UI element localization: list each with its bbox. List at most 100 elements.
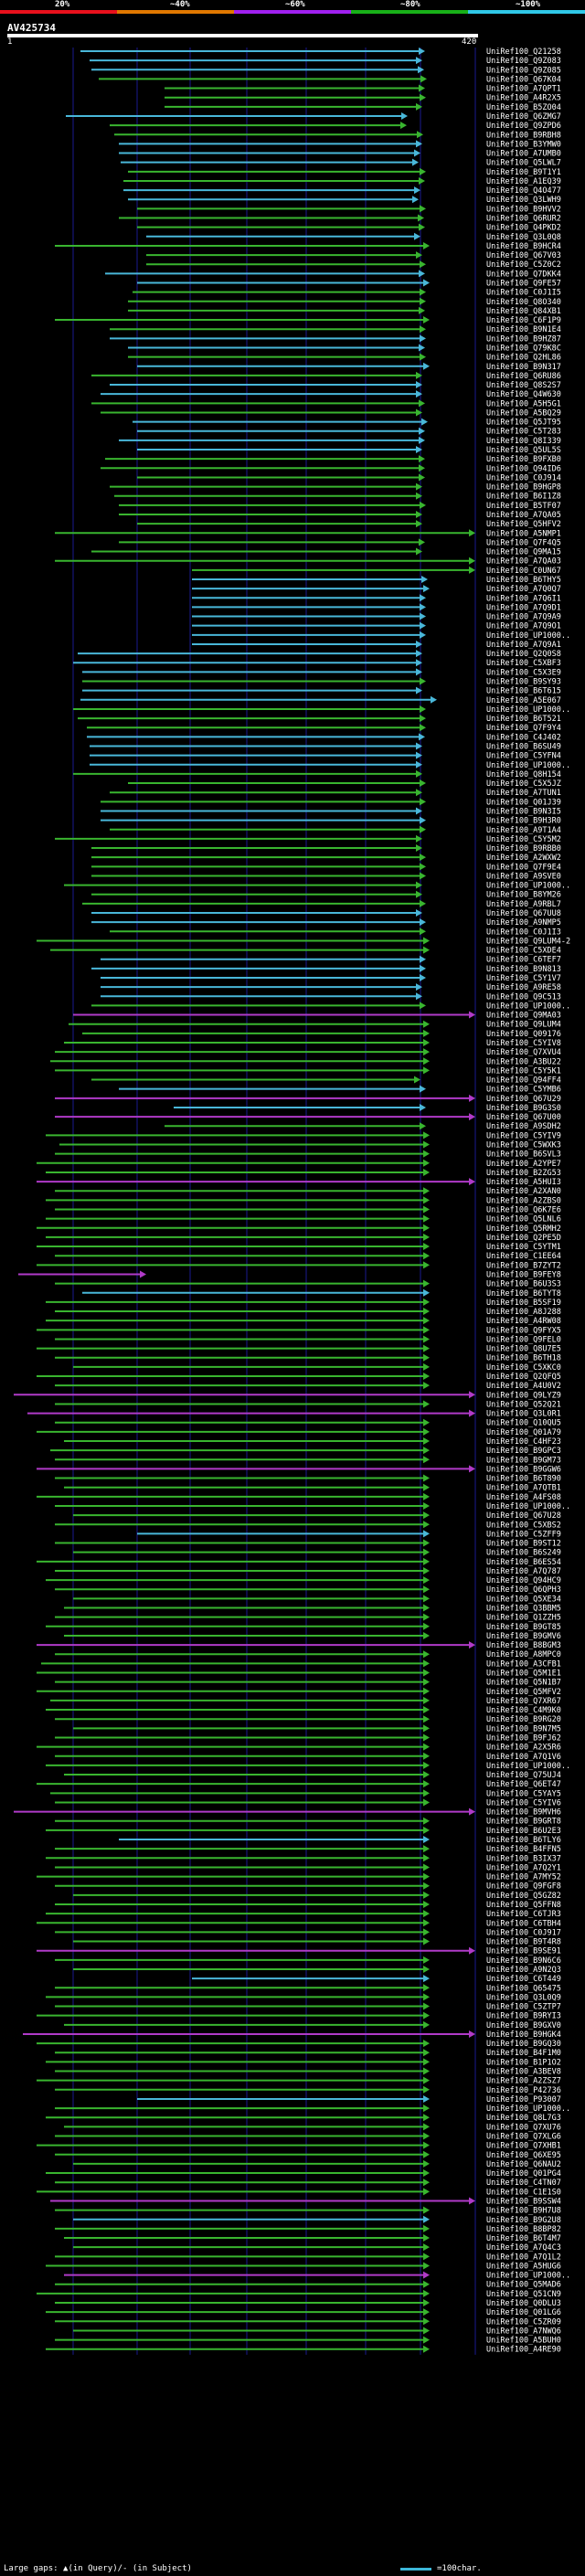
hit-row-230: UniRef100_Q01PG4 xyxy=(46,2169,561,2178)
legend-segment-2 xyxy=(117,10,234,14)
hit-row-64: UniRef100_UP1000.. xyxy=(192,631,570,641)
hit-row-33: UniRef100_Q79K8C xyxy=(128,344,561,353)
hit-arrowhead xyxy=(423,1798,430,1807)
hit-row-201: UniRef100_Q5FFN8 xyxy=(55,1901,561,1910)
hit-arrowhead xyxy=(416,992,422,1001)
hit-arrowhead xyxy=(423,1362,430,1371)
hit-label: UniRef100_Q0DLU3 xyxy=(486,2299,561,2308)
hit-arrowhead xyxy=(423,1733,430,1742)
hit-row-101: UniRef100_C5Y1V7 xyxy=(101,974,561,983)
hit-label: UniRef100_P42736 xyxy=(486,2086,561,2095)
hit-label: UniRef100_A7QPT1 xyxy=(486,85,561,94)
hit-arrowhead xyxy=(469,1807,475,1816)
hit-row-90: UniRef100_A9SVE0 xyxy=(91,872,561,881)
hit-arrowhead xyxy=(420,631,426,639)
hit-label: UniRef100_C6TJR3 xyxy=(486,1910,561,1919)
hit-arrowhead xyxy=(419,464,425,472)
hit-arrowhead xyxy=(469,2197,475,2205)
hit-row-40: UniRef100_A5BQ29 xyxy=(101,408,561,418)
hit-arrowhead xyxy=(423,2262,430,2270)
hit-row-108: UniRef100_C5YIV8 xyxy=(64,1038,561,1048)
hit-label: UniRef100_B5TF07 xyxy=(486,502,561,511)
hit-arrowhead xyxy=(423,1585,430,1594)
hit-label: UniRef100_Q6K7E6 xyxy=(486,1206,561,1215)
hit-row-42: UniRef100_C5T283 xyxy=(137,427,561,437)
hit-label: UniRef100_Q6RUR2 xyxy=(486,215,561,224)
hit-label: UniRef100_Q6ZMG7 xyxy=(486,112,561,122)
hit-row-100: UniRef100_B9N813 xyxy=(91,964,561,974)
hit-row-131: UniRef100_C1EE64 xyxy=(55,1252,561,1261)
hit-label: UniRef100_A7MY52 xyxy=(486,1873,561,1882)
hit-label: UniRef100_B6S249 xyxy=(486,1549,561,1558)
hit-row-239: UniRef100_A7Q1L2 xyxy=(55,2253,561,2262)
hit-label: UniRef100_Q6NAU2 xyxy=(486,2160,561,2169)
hit-label: UniRef100_Q9FGF8 xyxy=(486,1882,561,1892)
hit-row-76: UniRef100_B6SU49 xyxy=(90,742,561,752)
hit-label: UniRef100_Q94HC9 xyxy=(486,1576,561,1585)
hit-row-22: UniRef100_B9HCR4 xyxy=(55,241,561,251)
hit-row-133: UniRef100_B9FEY8 xyxy=(18,1270,561,1279)
hit-label: UniRef100_B6U3S3 xyxy=(486,1280,561,1289)
hit-arrowhead xyxy=(469,1409,475,1417)
hit-arrowhead xyxy=(423,2289,430,2297)
hit-row-50: UniRef100_B5TF07 xyxy=(119,501,561,511)
hit-label: UniRef100_C4M9K0 xyxy=(486,1706,561,1715)
hit-row-157: UniRef100_A4FS08 xyxy=(37,1492,561,1502)
hit-arrowhead xyxy=(420,297,426,305)
hit-row-194: UniRef100_B6TLY6 xyxy=(119,1836,561,1845)
hit-label: UniRef100_A4RE90 xyxy=(486,2346,561,2355)
hit-row-124: UniRef100_A2XAN0 xyxy=(55,1187,561,1196)
hit-label: UniRef100_Q6RU86 xyxy=(486,372,561,381)
hit-label: UniRef100_C5YIV6 xyxy=(486,1798,561,1807)
hit-row-152: UniRef100_B9GPC3 xyxy=(50,1447,561,1456)
hit-arrowhead xyxy=(416,381,422,389)
hit-row-103: UniRef100_Q9C513 xyxy=(101,992,561,1002)
hit-label: UniRef100_B2ZG53 xyxy=(486,1169,561,1178)
hit-row-246: UniRef100_C5ZR09 xyxy=(55,2317,561,2327)
hit-row-66: UniRef100_Q2Q0S8 xyxy=(78,650,561,659)
hit-label: UniRef100_C6TBH4 xyxy=(486,1919,561,1928)
hit-arrowhead xyxy=(423,2094,430,2103)
hit-label: UniRef100_B9FJ62 xyxy=(486,1733,561,1743)
hit-arrowhead xyxy=(423,1650,430,1659)
hit-arrowhead xyxy=(419,270,425,278)
hit-label: UniRef100_Q9LUM4 xyxy=(486,1021,561,1030)
hit-arrowhead xyxy=(423,1373,430,1381)
hit-arrowhead xyxy=(423,1604,430,1612)
hit-label: UniRef100_C5X5JZ xyxy=(486,779,561,789)
hit-arrowhead xyxy=(423,1836,430,1844)
hit-arrowhead xyxy=(423,1826,430,1834)
hit-row-48: UniRef100_B9HGP8 xyxy=(110,482,561,493)
hit-row-68: UniRef100_C5X3E9 xyxy=(82,668,561,677)
hit-arrowhead xyxy=(423,1335,430,1343)
hit-arrowhead xyxy=(469,1391,475,1399)
hit-row-10: UniRef100_B9RBH8 xyxy=(114,131,561,140)
hit-arrowhead xyxy=(423,2132,430,2140)
hit-label: UniRef100_A7Q787 xyxy=(486,1567,561,1576)
hit-arrowhead xyxy=(416,640,422,648)
hit-arrowhead xyxy=(423,2123,430,2131)
hit-arrowhead xyxy=(419,427,425,435)
hit-arrowhead xyxy=(420,724,426,732)
hit-label: UniRef100_A1EQ39 xyxy=(486,177,561,186)
hit-label: UniRef100_C5YFN4 xyxy=(486,752,561,761)
hit-row-115: UniRef100_B9G3S0 xyxy=(174,1103,561,1113)
hit-arrowhead xyxy=(416,482,422,491)
hit-row-206: UniRef100_B9SE91 xyxy=(37,1946,561,1956)
hit-arrowhead xyxy=(469,529,475,537)
hit-row-21: UniRef100_Q3L0Q8 xyxy=(146,233,561,242)
hit-label: UniRef100_B9MVH6 xyxy=(486,1808,561,1818)
hit-row-160: UniRef100_C5XBS2 xyxy=(55,1521,561,1530)
hit-arrowhead xyxy=(423,1937,430,1945)
hit-label: UniRef100_A5H5G1 xyxy=(486,399,561,408)
hit-label: UniRef100_A9T1A4 xyxy=(486,826,561,835)
hit-label: UniRef100_Q09176 xyxy=(486,1030,561,1039)
legend-label-5: ~100% xyxy=(516,0,541,9)
hit-row-195: UniRef100_B4FFN5 xyxy=(55,1845,561,1854)
hit-label: UniRef100_A3BU22 xyxy=(486,1057,561,1066)
hit-arrowhead xyxy=(423,1205,430,1214)
hit-row-242: UniRef100_Q5MAD6 xyxy=(55,2280,561,2290)
hit-arrowhead xyxy=(420,853,426,862)
hit-arrowhead xyxy=(423,2076,430,2084)
